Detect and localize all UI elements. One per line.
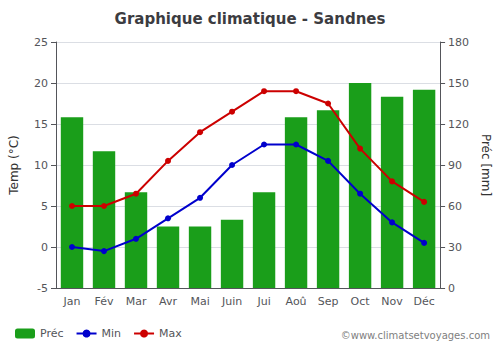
svg-text:Temp (°C): Temp (°C) xyxy=(7,135,21,196)
svg-text:Avr: Avr xyxy=(159,295,177,308)
svg-text:©www.climatsetvoyages.com: ©www.climatsetvoyages.com xyxy=(341,330,490,341)
svg-text:Mar: Mar xyxy=(126,295,147,308)
svg-text:-5: -5 xyxy=(37,282,48,295)
svg-text:60: 60 xyxy=(448,200,462,213)
svg-text:Oct: Oct xyxy=(351,295,371,308)
svg-text:15: 15 xyxy=(34,118,48,131)
svg-text:0: 0 xyxy=(41,241,48,254)
svg-text:30: 30 xyxy=(448,241,462,254)
svg-text:Préc [mm]: Préc [mm] xyxy=(479,134,493,196)
svg-text:Déc: Déc xyxy=(413,295,434,308)
svg-text:150: 150 xyxy=(448,77,469,90)
svg-text:Préc: Préc xyxy=(40,327,64,340)
svg-text:Nov: Nov xyxy=(381,295,403,308)
svg-text:Fév: Fév xyxy=(95,295,114,308)
svg-text:Aoû: Aoû xyxy=(286,295,307,308)
svg-text:Max: Max xyxy=(159,327,182,340)
svg-text:120: 120 xyxy=(448,118,469,131)
svg-text:Sep: Sep xyxy=(318,295,339,308)
svg-text:90: 90 xyxy=(448,159,462,172)
svg-text:0: 0 xyxy=(448,282,455,295)
svg-text:Juin: Juin xyxy=(221,295,242,308)
svg-text:10: 10 xyxy=(34,159,48,172)
svg-text:Mai: Mai xyxy=(190,295,209,308)
svg-text:Jui: Jui xyxy=(256,295,270,308)
svg-text:Graphique climatique - Sandnes: Graphique climatique - Sandnes xyxy=(115,10,386,28)
svg-text:Jan: Jan xyxy=(63,295,81,308)
svg-text:5: 5 xyxy=(41,200,48,213)
svg-text:180: 180 xyxy=(448,36,469,49)
svg-text:25: 25 xyxy=(34,36,48,49)
svg-text:Min: Min xyxy=(102,327,122,340)
svg-text:20: 20 xyxy=(34,77,48,90)
